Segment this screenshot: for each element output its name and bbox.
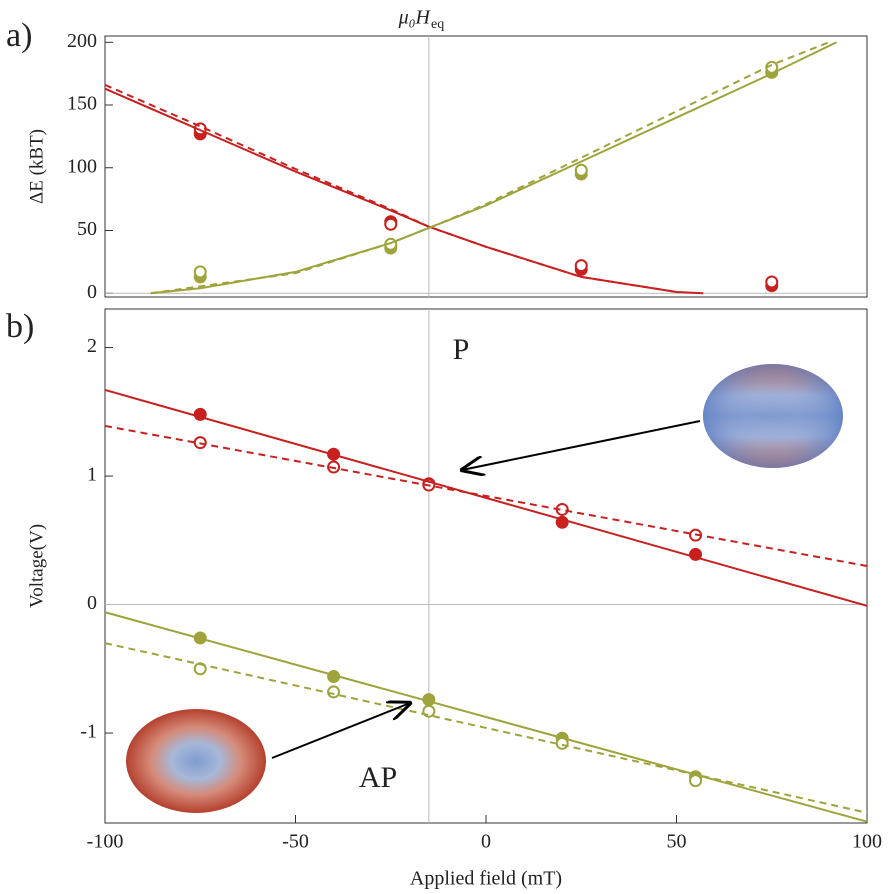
annotation: P: [453, 333, 470, 366]
x-tick-label: 100: [852, 831, 882, 853]
y-axis-label: Voltage(V): [26, 524, 47, 608]
fit-line: [150, 41, 837, 295]
y-axis-label: ΔE (kBT): [26, 129, 47, 204]
data-point: [765, 275, 779, 289]
arrow: [462, 420, 701, 470]
x-tick-label: 0: [481, 831, 491, 853]
data-point: [689, 774, 703, 788]
plot-frame: [104, 35, 868, 298]
panel-label: a): [6, 17, 32, 54]
x-tick-label: -100: [87, 831, 124, 853]
annotation: AP: [359, 761, 397, 794]
y-tick-label: 0: [87, 281, 97, 303]
y-tick-label: 150: [67, 93, 97, 115]
y-tick-label: 1: [87, 464, 97, 486]
fit-line: [104, 642, 868, 814]
data-point: [193, 265, 207, 279]
data-point: [574, 163, 588, 177]
ap-state-image: [126, 709, 266, 813]
fit-line: [104, 84, 677, 293]
p-state-shade: [703, 364, 843, 468]
fit-line: [104, 87, 704, 295]
y-tick-label: 100: [67, 155, 97, 177]
x-tick-label: -50: [282, 831, 309, 853]
fit-line: [104, 611, 868, 823]
fit-line: [104, 424, 868, 567]
arrow: [271, 703, 410, 759]
fit-line: [150, 41, 830, 295]
panel-label: b): [6, 308, 34, 345]
x-axis-label: Applied field (mT): [410, 868, 562, 890]
data-point: [574, 259, 588, 273]
vline-label-sub: eq: [431, 17, 444, 32]
plots: 0 50 100 150 200 a) ΔE (kBT) μ₀H eq -1 0 1 2 -100 -50 0…: [6, 7, 882, 890]
data-point: [327, 685, 341, 699]
y-tick-label: 0: [87, 592, 97, 614]
vline-label: μ₀H: [398, 7, 432, 29]
fit-line: [104, 388, 868, 607]
y-tick-label: 200: [67, 30, 97, 52]
data-point: [384, 217, 398, 231]
x-tick-label: 50: [667, 831, 687, 853]
y-tick-label: 2: [87, 335, 97, 357]
y-tick-label: 50: [77, 218, 97, 240]
y-tick-label: -1: [80, 721, 97, 743]
